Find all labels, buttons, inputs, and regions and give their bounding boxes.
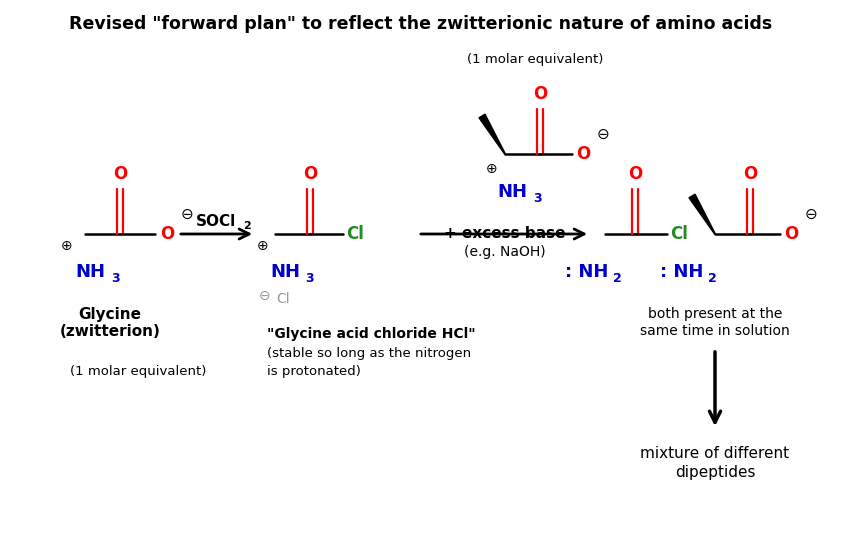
Text: 2: 2 xyxy=(613,271,621,285)
Text: 2: 2 xyxy=(243,221,251,231)
Text: O: O xyxy=(533,85,547,103)
Text: ⊖: ⊖ xyxy=(259,289,271,303)
Text: O: O xyxy=(743,165,757,183)
Text: ⊖: ⊖ xyxy=(181,207,194,221)
Text: O: O xyxy=(784,225,798,243)
Text: (zwitterion): (zwitterion) xyxy=(60,324,161,338)
Text: : NH: : NH xyxy=(565,263,609,281)
Text: ⊕: ⊕ xyxy=(61,239,72,253)
Text: Cl: Cl xyxy=(670,225,688,243)
Text: same time in solution: same time in solution xyxy=(640,324,790,338)
Text: ⊖: ⊖ xyxy=(597,127,610,141)
Text: O: O xyxy=(576,145,590,163)
Polygon shape xyxy=(479,114,505,154)
Text: ⊕: ⊕ xyxy=(257,239,269,253)
Text: SOCl: SOCl xyxy=(196,213,236,228)
Text: mixture of different: mixture of different xyxy=(641,447,790,461)
Text: O: O xyxy=(628,165,642,183)
Text: NH: NH xyxy=(497,183,527,201)
Text: 2: 2 xyxy=(707,271,717,285)
Text: Glycine: Glycine xyxy=(78,306,141,322)
Polygon shape xyxy=(689,194,716,234)
Text: (1 molar equivalent): (1 molar equivalent) xyxy=(466,53,603,65)
Text: (1 molar equivalent): (1 molar equivalent) xyxy=(70,366,206,379)
Text: : NH: : NH xyxy=(660,263,704,281)
Text: dipeptides: dipeptides xyxy=(674,465,755,479)
Text: "Glycine acid chloride HCl": "Glycine acid chloride HCl" xyxy=(267,327,476,341)
Text: ⊕: ⊕ xyxy=(486,162,498,176)
Text: O: O xyxy=(113,165,127,183)
Text: both present at the: both present at the xyxy=(647,307,782,321)
Text: O: O xyxy=(160,225,174,243)
Text: Cl: Cl xyxy=(276,292,290,306)
Text: NH: NH xyxy=(75,263,105,281)
Text: (stable so long as the nitrogen: (stable so long as the nitrogen xyxy=(267,348,472,361)
Text: Revised "forward plan" to reflect the zwitterionic nature of amino acids: Revised "forward plan" to reflect the zw… xyxy=(69,15,773,33)
Text: 3: 3 xyxy=(533,191,541,205)
Text: NH: NH xyxy=(270,263,300,281)
Text: Cl: Cl xyxy=(346,225,364,243)
Text: 3: 3 xyxy=(306,271,314,285)
Text: O: O xyxy=(303,165,317,183)
Text: 3: 3 xyxy=(110,271,120,285)
Text: is protonated): is protonated) xyxy=(267,364,361,378)
Text: + excess base: + excess base xyxy=(445,226,566,242)
Text: (e.g. NaOH): (e.g. NaOH) xyxy=(464,245,546,259)
Text: ⊖: ⊖ xyxy=(805,207,818,221)
